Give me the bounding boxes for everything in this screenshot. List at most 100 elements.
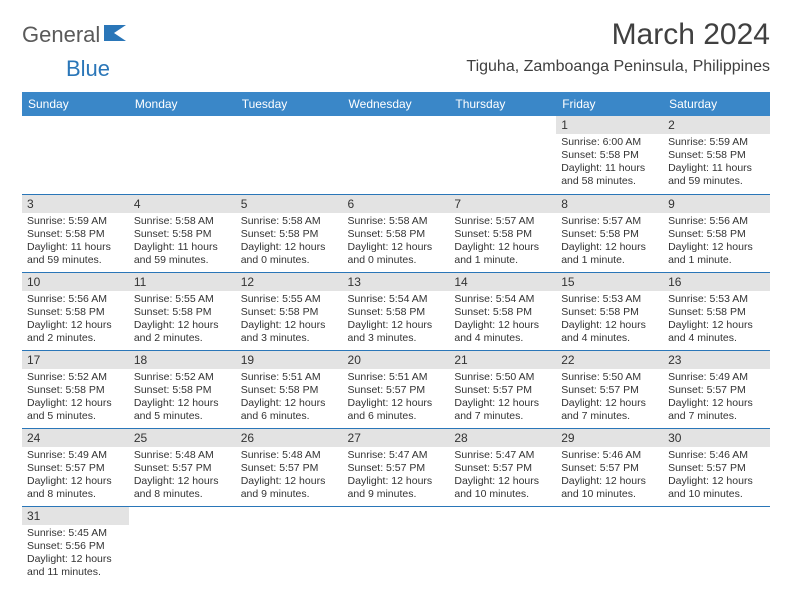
day-details: Sunrise: 5:57 AMSunset: 5:58 PMDaylight:… [556, 213, 663, 272]
calendar-row: 17Sunrise: 5:52 AMSunset: 5:58 PMDayligh… [22, 350, 770, 428]
day-number: 13 [343, 273, 450, 291]
calendar-row: 3Sunrise: 5:59 AMSunset: 5:58 PMDaylight… [22, 194, 770, 272]
day-details: Sunrise: 5:49 AMSunset: 5:57 PMDaylight:… [663, 369, 770, 428]
calendar-cell [236, 116, 343, 194]
day-details: Sunrise: 5:53 AMSunset: 5:58 PMDaylight:… [556, 291, 663, 350]
calendar-row: 10Sunrise: 5:56 AMSunset: 5:58 PMDayligh… [22, 272, 770, 350]
weekday-header: Thursday [449, 92, 556, 116]
weekday-header: Monday [129, 92, 236, 116]
calendar-cell: 17Sunrise: 5:52 AMSunset: 5:58 PMDayligh… [22, 350, 129, 428]
calendar-row: 24Sunrise: 5:49 AMSunset: 5:57 PMDayligh… [22, 428, 770, 506]
calendar-cell: 26Sunrise: 5:48 AMSunset: 5:57 PMDayligh… [236, 428, 343, 506]
day-number: 31 [22, 507, 129, 525]
calendar-cell [129, 506, 236, 584]
day-details: Sunrise: 5:46 AMSunset: 5:57 PMDaylight:… [556, 447, 663, 506]
day-details: Sunrise: 5:51 AMSunset: 5:57 PMDaylight:… [343, 369, 450, 428]
day-details: Sunrise: 5:54 AMSunset: 5:58 PMDaylight:… [343, 291, 450, 350]
day-number: 24 [22, 429, 129, 447]
calendar-cell [663, 506, 770, 584]
day-details: Sunrise: 5:52 AMSunset: 5:58 PMDaylight:… [22, 369, 129, 428]
calendar-cell: 5Sunrise: 5:58 AMSunset: 5:58 PMDaylight… [236, 194, 343, 272]
day-details: Sunrise: 5:48 AMSunset: 5:57 PMDaylight:… [236, 447, 343, 506]
day-number: 8 [556, 195, 663, 213]
calendar-cell [22, 116, 129, 194]
day-details: Sunrise: 5:58 AMSunset: 5:58 PMDaylight:… [129, 213, 236, 272]
weekday-header: Tuesday [236, 92, 343, 116]
calendar-cell: 25Sunrise: 5:48 AMSunset: 5:57 PMDayligh… [129, 428, 236, 506]
calendar-cell: 13Sunrise: 5:54 AMSunset: 5:58 PMDayligh… [343, 272, 450, 350]
day-number: 10 [22, 273, 129, 291]
calendar-cell [449, 116, 556, 194]
day-details: Sunrise: 5:49 AMSunset: 5:57 PMDaylight:… [22, 447, 129, 506]
day-number: 6 [343, 195, 450, 213]
calendar-cell: 30Sunrise: 5:46 AMSunset: 5:57 PMDayligh… [663, 428, 770, 506]
calendar-cell: 31Sunrise: 5:45 AMSunset: 5:56 PMDayligh… [22, 506, 129, 584]
day-details: Sunrise: 5:48 AMSunset: 5:57 PMDaylight:… [129, 447, 236, 506]
calendar-cell: 14Sunrise: 5:54 AMSunset: 5:58 PMDayligh… [449, 272, 556, 350]
day-number: 29 [556, 429, 663, 447]
day-number: 4 [129, 195, 236, 213]
day-details: Sunrise: 6:00 AMSunset: 5:58 PMDaylight:… [556, 134, 663, 193]
calendar-cell: 4Sunrise: 5:58 AMSunset: 5:58 PMDaylight… [129, 194, 236, 272]
logo: General [22, 22, 132, 48]
calendar-row: 1Sunrise: 6:00 AMSunset: 5:58 PMDaylight… [22, 116, 770, 194]
calendar-cell: 20Sunrise: 5:51 AMSunset: 5:57 PMDayligh… [343, 350, 450, 428]
day-details: Sunrise: 5:58 AMSunset: 5:58 PMDaylight:… [236, 213, 343, 272]
weekday-header: Friday [556, 92, 663, 116]
calendar-cell [449, 506, 556, 584]
weekday-header: Sunday [22, 92, 129, 116]
day-details: Sunrise: 5:53 AMSunset: 5:58 PMDaylight:… [663, 291, 770, 350]
day-number: 9 [663, 195, 770, 213]
day-details: Sunrise: 5:56 AMSunset: 5:58 PMDaylight:… [22, 291, 129, 350]
day-number: 21 [449, 351, 556, 369]
calendar-cell: 23Sunrise: 5:49 AMSunset: 5:57 PMDayligh… [663, 350, 770, 428]
logo-text-general: General [22, 22, 100, 48]
calendar-cell: 21Sunrise: 5:50 AMSunset: 5:57 PMDayligh… [449, 350, 556, 428]
calendar-cell: 3Sunrise: 5:59 AMSunset: 5:58 PMDaylight… [22, 194, 129, 272]
day-number: 2 [663, 116, 770, 134]
calendar-cell: 7Sunrise: 5:57 AMSunset: 5:58 PMDaylight… [449, 194, 556, 272]
calendar-cell: 11Sunrise: 5:55 AMSunset: 5:58 PMDayligh… [129, 272, 236, 350]
location-text: Tiguha, Zamboanga Peninsula, Philippines [466, 58, 770, 76]
calendar-cell [556, 506, 663, 584]
day-number: 3 [22, 195, 129, 213]
day-number: 17 [22, 351, 129, 369]
day-number: 7 [449, 195, 556, 213]
day-details: Sunrise: 5:51 AMSunset: 5:58 PMDaylight:… [236, 369, 343, 428]
weekday-header: Saturday [663, 92, 770, 116]
calendar-cell: 1Sunrise: 6:00 AMSunset: 5:58 PMDaylight… [556, 116, 663, 194]
day-details: Sunrise: 5:47 AMSunset: 5:57 PMDaylight:… [449, 447, 556, 506]
day-details: Sunrise: 5:55 AMSunset: 5:58 PMDaylight:… [236, 291, 343, 350]
flag-icon [104, 23, 130, 48]
day-details: Sunrise: 5:52 AMSunset: 5:58 PMDaylight:… [129, 369, 236, 428]
calendar-cell: 15Sunrise: 5:53 AMSunset: 5:58 PMDayligh… [556, 272, 663, 350]
page-title: March 2024 [466, 18, 770, 52]
day-details: Sunrise: 5:58 AMSunset: 5:58 PMDaylight:… [343, 213, 450, 272]
day-details: Sunrise: 5:59 AMSunset: 5:58 PMDaylight:… [663, 134, 770, 193]
calendar-cell [236, 506, 343, 584]
calendar-cell: 6Sunrise: 5:58 AMSunset: 5:58 PMDaylight… [343, 194, 450, 272]
calendar-table: SundayMondayTuesdayWednesdayThursdayFrid… [22, 92, 770, 584]
logo-text-blue: Blue [66, 56, 110, 81]
calendar-cell [343, 506, 450, 584]
calendar-cell: 8Sunrise: 5:57 AMSunset: 5:58 PMDaylight… [556, 194, 663, 272]
calendar-cell: 18Sunrise: 5:52 AMSunset: 5:58 PMDayligh… [129, 350, 236, 428]
day-number: 19 [236, 351, 343, 369]
day-details: Sunrise: 5:55 AMSunset: 5:58 PMDaylight:… [129, 291, 236, 350]
weekday-header: Wednesday [343, 92, 450, 116]
day-number: 28 [449, 429, 556, 447]
calendar-cell: 10Sunrise: 5:56 AMSunset: 5:58 PMDayligh… [22, 272, 129, 350]
calendar-cell: 27Sunrise: 5:47 AMSunset: 5:57 PMDayligh… [343, 428, 450, 506]
calendar-cell: 16Sunrise: 5:53 AMSunset: 5:58 PMDayligh… [663, 272, 770, 350]
day-number: 15 [556, 273, 663, 291]
calendar-cell: 22Sunrise: 5:50 AMSunset: 5:57 PMDayligh… [556, 350, 663, 428]
day-number: 5 [236, 195, 343, 213]
day-details: Sunrise: 5:54 AMSunset: 5:58 PMDaylight:… [449, 291, 556, 350]
day-number: 11 [129, 273, 236, 291]
calendar-cell [343, 116, 450, 194]
day-number: 26 [236, 429, 343, 447]
day-number: 12 [236, 273, 343, 291]
calendar-cell [129, 116, 236, 194]
calendar-row: 31Sunrise: 5:45 AMSunset: 5:56 PMDayligh… [22, 506, 770, 584]
day-details: Sunrise: 5:57 AMSunset: 5:58 PMDaylight:… [449, 213, 556, 272]
